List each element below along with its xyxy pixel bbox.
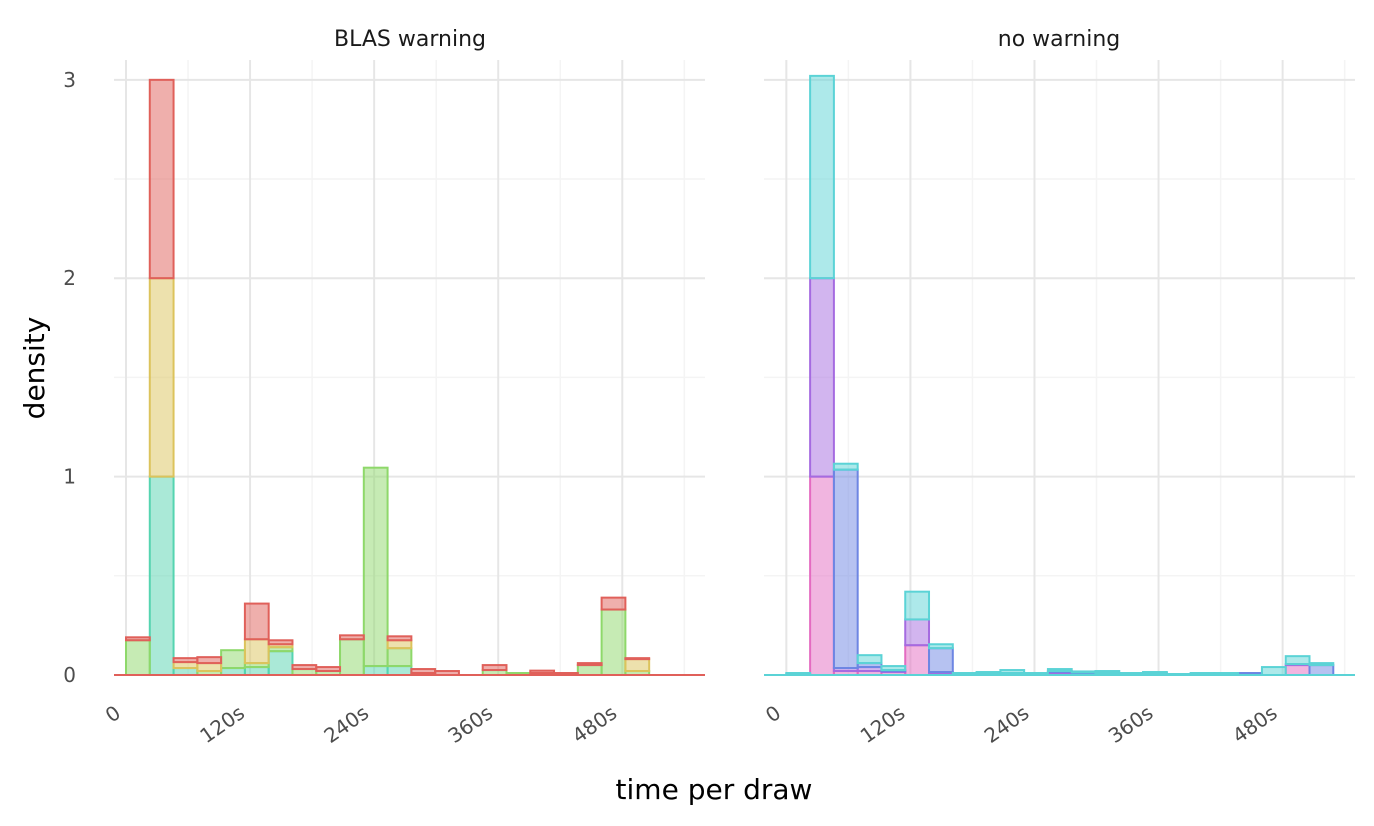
histogram-bar-red [410,668,437,675]
histogram-bar-cyan [975,671,1002,676]
y-tick-label: 2 [63,266,76,290]
histogram-bar-teal [220,667,246,677]
facet-panel-blas-warning: BLAS warning [114,27,705,677]
histogram-bar-red [243,602,270,641]
histogram-bar-teal [172,667,199,677]
y-tick-label: 0 [63,663,76,687]
histogram-bar-cyan [1284,655,1311,666]
histogram-bar-pink [904,644,931,677]
x-tick-label: 0 [761,700,785,727]
panel-grid [114,60,705,676]
histogram-bar-yellow [243,638,270,665]
histogram-bar-teal [267,650,294,676]
histogram-bar-teal [148,475,175,677]
histogram-bar-blue [1308,664,1335,676]
histogram-bar-blue [928,647,954,674]
x-tick-label: 240s [319,700,373,748]
histogram-bar-green [576,664,603,676]
histogram-bar-yellow [624,658,651,673]
y-tick-label: 1 [63,465,76,489]
histogram-bar-cyan [880,665,907,672]
histogram-bar-red [172,657,199,664]
facet-panel-no-warning: no warning [764,27,1355,677]
x-axis-ticks: 0 120s 240s 360s 480s 0 120s 240s 360s 480s [101,700,1282,748]
histogram-bar-red [148,78,175,280]
histogram-bar-cyan [1118,672,1145,676]
x-tick-label: 480s [568,700,622,748]
histogram-bar-red [267,639,294,646]
histogram-bar-red [315,666,342,673]
histogram-bar-red [481,664,508,672]
histogram-bar-red [624,657,651,661]
x-tick-label: 240s [980,700,1034,748]
x-tick-label: 480s [1228,700,1282,748]
histogram-bar-green [362,466,389,668]
x-axis-title: time per draw [616,773,813,806]
panel-grid [764,60,1355,676]
histogram-bar-cyan [809,74,835,280]
x-tick-label: 360s [444,700,498,748]
histogram-bar-cyan [928,643,954,650]
panel-bars [114,78,705,677]
histogram-bar-cyan [785,672,812,676]
histogram-bar-cyan [1189,672,1216,676]
histogram-bar-red [600,596,627,611]
histogram-bar-green [339,638,365,677]
panel-bars [764,74,1355,677]
histogram-bar-cyan [904,590,931,621]
histogram-bar-green [125,639,151,677]
histogram-bar-red [125,636,151,642]
histogram-bar-red [529,669,556,675]
histogram-bar-purple [904,618,931,647]
y-axis-title: density [18,317,51,420]
x-tick-label: 120s [856,700,910,748]
histogram-bar-cyan [1046,668,1073,673]
x-tick-label: 120s [195,700,249,748]
histogram-bar-red [339,634,365,641]
histogram-bar-cyan [1070,670,1097,674]
histogram-bar-cyan [999,669,1026,675]
histogram-bar-cyan [1308,662,1335,667]
facet-title-left: BLAS warning [334,27,486,52]
histogram-bar-yellow [386,639,413,650]
histogram-bar-green [600,608,627,677]
x-tick-label: 0 [101,700,125,727]
histogram-bar-purple [809,277,835,478]
histogram-bar-pink [1284,664,1311,676]
histogram-bar-green [386,647,413,668]
histogram-bar-red [386,635,413,642]
histogram-bar-red [291,664,318,671]
histogram-bar-blue [832,468,859,670]
y-tick-label: 3 [63,68,76,92]
histogram-bar-yellow [148,277,175,478]
histogram-bar-cyan [951,672,978,676]
histogram-bar-green [220,649,246,670]
histogram-bar-red [576,662,603,667]
histogram-bar-red [196,656,223,665]
histogram-bar-cyan [832,462,859,471]
histogram-bar-teal [386,665,413,676]
histogram-bar-cyan [856,654,883,665]
histogram-bar-yellow [196,662,223,673]
histogram-bar-cyan [1094,670,1121,675]
histogram-bar-teal [243,666,270,676]
histogram-bar-blue [1237,672,1263,676]
histogram-bar-teal [362,665,389,676]
histogram-bar-cyan [1142,671,1168,675]
histogram-bar-cyan [1260,666,1287,676]
x-tick-label: 360s [1104,700,1158,748]
y-axis-ticks: 0 1 2 3 [63,68,76,687]
histogram-bar-pink [809,475,835,677]
facet-title-right: no warning [998,27,1121,52]
